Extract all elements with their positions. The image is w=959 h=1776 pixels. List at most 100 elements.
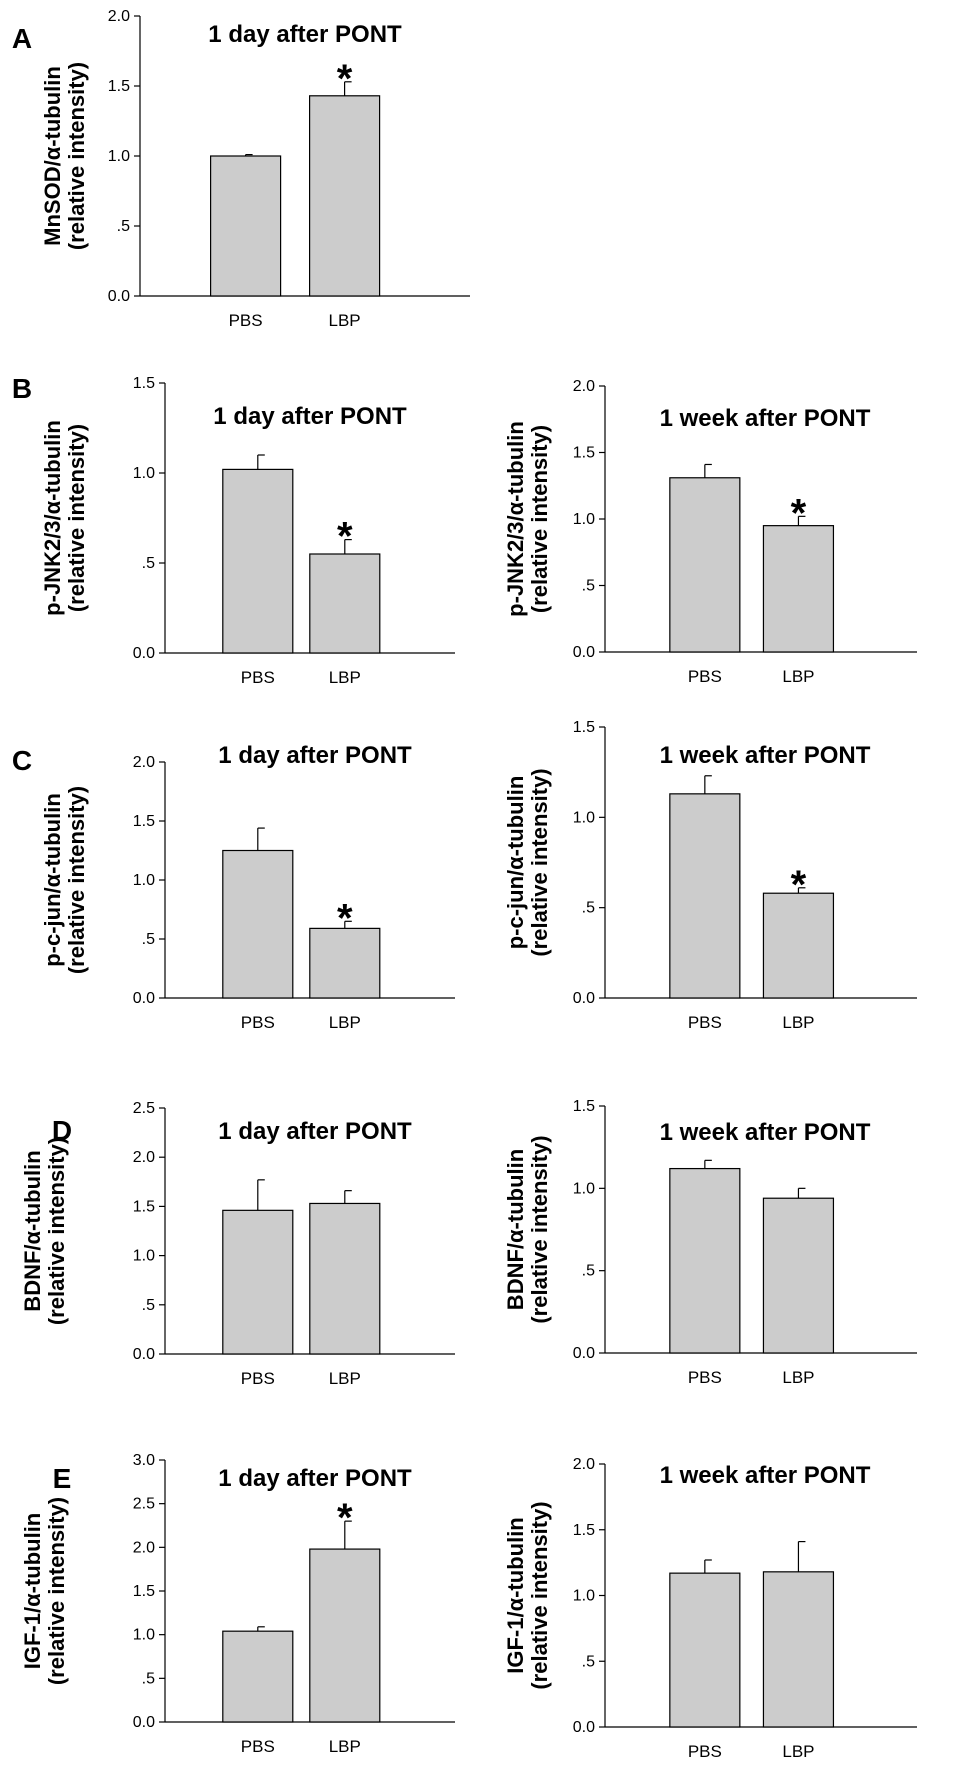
bar-pbs xyxy=(222,468,294,654)
y-tick-label: 1.0 xyxy=(133,465,155,482)
y-axis-label: IGF-1/α-tubulin xyxy=(20,1513,45,1670)
y-axis-label: BDNF/α-tubulin xyxy=(503,1149,528,1310)
x-category-label: PBS xyxy=(688,1368,722,1387)
y-tick-label: 1.5 xyxy=(133,375,155,392)
y-tick-label: 2.0 xyxy=(573,378,595,395)
panel-letter: C xyxy=(12,745,32,776)
x-category-label: PBS xyxy=(241,668,275,687)
significance-marker: * xyxy=(337,896,353,940)
y-tick-label: 2.0 xyxy=(133,754,155,771)
bar-pbs xyxy=(669,477,741,653)
x-category-label: PBS xyxy=(241,1013,275,1032)
y-tick-label: 1.5 xyxy=(573,719,595,736)
panel-letter: E xyxy=(53,1463,72,1494)
y-tick-label: 1.5 xyxy=(108,78,130,95)
chart-title: 1 day after PONT xyxy=(218,1465,412,1492)
x-category-label: PBS xyxy=(241,1737,275,1756)
y-tick-label: 1.5 xyxy=(573,1522,595,1539)
y-axis-label: MnSOD/α-tubulin xyxy=(40,66,65,246)
bar-lbp xyxy=(309,553,381,654)
y-axis-label: (relative intensity) xyxy=(527,1135,552,1323)
y-axis-label: p-c-jun/α-tubulin xyxy=(503,776,528,950)
y-tick-label: 1.0 xyxy=(133,1248,155,1265)
y-tick-label: 0.0 xyxy=(573,1345,595,1362)
y-tick-label: 1.5 xyxy=(573,1098,595,1115)
x-category-label: LBP xyxy=(782,1742,814,1761)
x-category-label: PBS xyxy=(688,1013,722,1032)
panel-letter: A xyxy=(12,23,32,54)
chart-title: 1 week after PONT xyxy=(660,1119,871,1146)
significance-marker: * xyxy=(337,515,353,559)
significance-marker: * xyxy=(791,491,807,535)
y-tick-label: 1.0 xyxy=(133,1627,155,1644)
chart-title: 1 week after PONT xyxy=(660,1462,871,1489)
x-category-label: LBP xyxy=(782,1013,814,1032)
chart-title: 1 day after PONT xyxy=(218,742,412,769)
bar-lbp xyxy=(762,892,835,999)
x-category-label: LBP xyxy=(782,667,814,686)
y-tick-label: 0.0 xyxy=(133,1714,155,1731)
x-category-label: LBP xyxy=(329,1369,361,1388)
x-category-label: PBS xyxy=(229,311,263,330)
chart-panel-7: 0.0 .5 1.0 1.5 PBS LBP 1 week after PONT BDNF/α… xyxy=(503,1098,917,1387)
y-axis-label: BDNF/α-tubulin xyxy=(20,1150,45,1311)
x-category-label: LBP xyxy=(329,668,361,687)
chart-panel-5: 0.0 .5 1.0 1.5 PBS LBP * 1 week after PONT p-c-j… xyxy=(503,719,917,1032)
chart-panel-2: 0.0 .5 1.0 1.5 PBS LBP * 1 day after PONT p-JNK2… xyxy=(12,373,455,687)
y-axis-label: p-JNK2/3/α-tubulin xyxy=(503,421,528,617)
bar-pbs xyxy=(669,793,741,999)
y-tick-label: 0.0 xyxy=(108,288,130,305)
bar-lbp xyxy=(762,1571,835,1728)
y-tick-label: 2.0 xyxy=(133,1149,155,1166)
chart-title: 1 day after PONT xyxy=(213,403,407,430)
x-category-label: PBS xyxy=(688,667,722,686)
y-axis-label: p-JNK2/3/α-tubulin xyxy=(40,420,65,616)
chart-panel-4: 0.0 .5 1.0 1.5 2.0 PBS LBP * 1 day after PONT p-c… xyxy=(12,742,455,1032)
y-tick-label: 2.5 xyxy=(133,1496,155,1513)
y-tick-label: 2.0 xyxy=(133,1539,155,1556)
y-axis-label: p-c-jun/α-tubulin xyxy=(40,793,65,967)
bar-pbs xyxy=(222,1209,294,1355)
chart-panel-3: 0.0 .5 1.0 1.5 2.0 PBS LBP * 1 week after PONT p-… xyxy=(503,378,917,686)
chart-title: 1 day after PONT xyxy=(218,1118,412,1145)
y-tick-label: 1.0 xyxy=(573,511,595,528)
y-axis-label: (relative intensity) xyxy=(64,62,89,250)
panel-letter: D xyxy=(52,1115,72,1146)
y-tick-label: .5 xyxy=(142,931,155,948)
y-tick-label: 0.0 xyxy=(573,990,595,1007)
y-tick-label: .5 xyxy=(582,1263,595,1280)
y-tick-label: .5 xyxy=(142,555,155,572)
y-tick-label: 1.0 xyxy=(573,1180,595,1197)
y-tick-label: 0.0 xyxy=(573,1719,595,1736)
y-axis-label: (relative intensity) xyxy=(527,768,552,956)
y-tick-label: .5 xyxy=(142,1670,155,1687)
bar-pbs xyxy=(222,1630,294,1723)
bar-lbp xyxy=(762,1197,835,1354)
y-tick-label: 2.0 xyxy=(108,8,130,25)
x-category-label: LBP xyxy=(782,1368,814,1387)
y-axis-label: (relative intensity) xyxy=(527,1501,552,1689)
chart-title: 1 day after PONT xyxy=(208,21,402,48)
y-axis-label: (relative intensity) xyxy=(64,786,89,974)
y-tick-label: 2.0 xyxy=(573,1456,595,1473)
y-tick-label: 1.5 xyxy=(133,1198,155,1215)
y-axis-label: (relative intensity) xyxy=(64,424,89,612)
x-category-label: LBP xyxy=(329,1737,361,1756)
significance-marker: * xyxy=(337,1496,353,1540)
y-tick-label: .5 xyxy=(582,578,595,595)
chart-panel-9: 0.0 .5 1.0 1.5 2.0 PBS LBP 1 week after PONT IGF… xyxy=(503,1456,917,1761)
y-tick-label: .5 xyxy=(582,1653,595,1670)
y-axis-label: (relative intensity) xyxy=(44,1137,69,1325)
panel-letter: B xyxy=(12,373,32,404)
x-category-label: LBP xyxy=(329,1013,361,1032)
bar-lbp xyxy=(309,1202,381,1355)
chart-panel-8: 0.0 .5 1.0 1.5 2.0 2.5 3.0 PBS LBP * 1 day after P… xyxy=(20,1452,455,1756)
x-category-label: LBP xyxy=(329,311,361,330)
significance-marker: * xyxy=(337,57,353,101)
y-tick-label: 0.0 xyxy=(133,645,155,662)
y-axis-label: IGF-1/α-tubulin xyxy=(503,1517,528,1674)
bar-lbp xyxy=(762,525,835,653)
y-tick-label: 1.5 xyxy=(573,445,595,462)
